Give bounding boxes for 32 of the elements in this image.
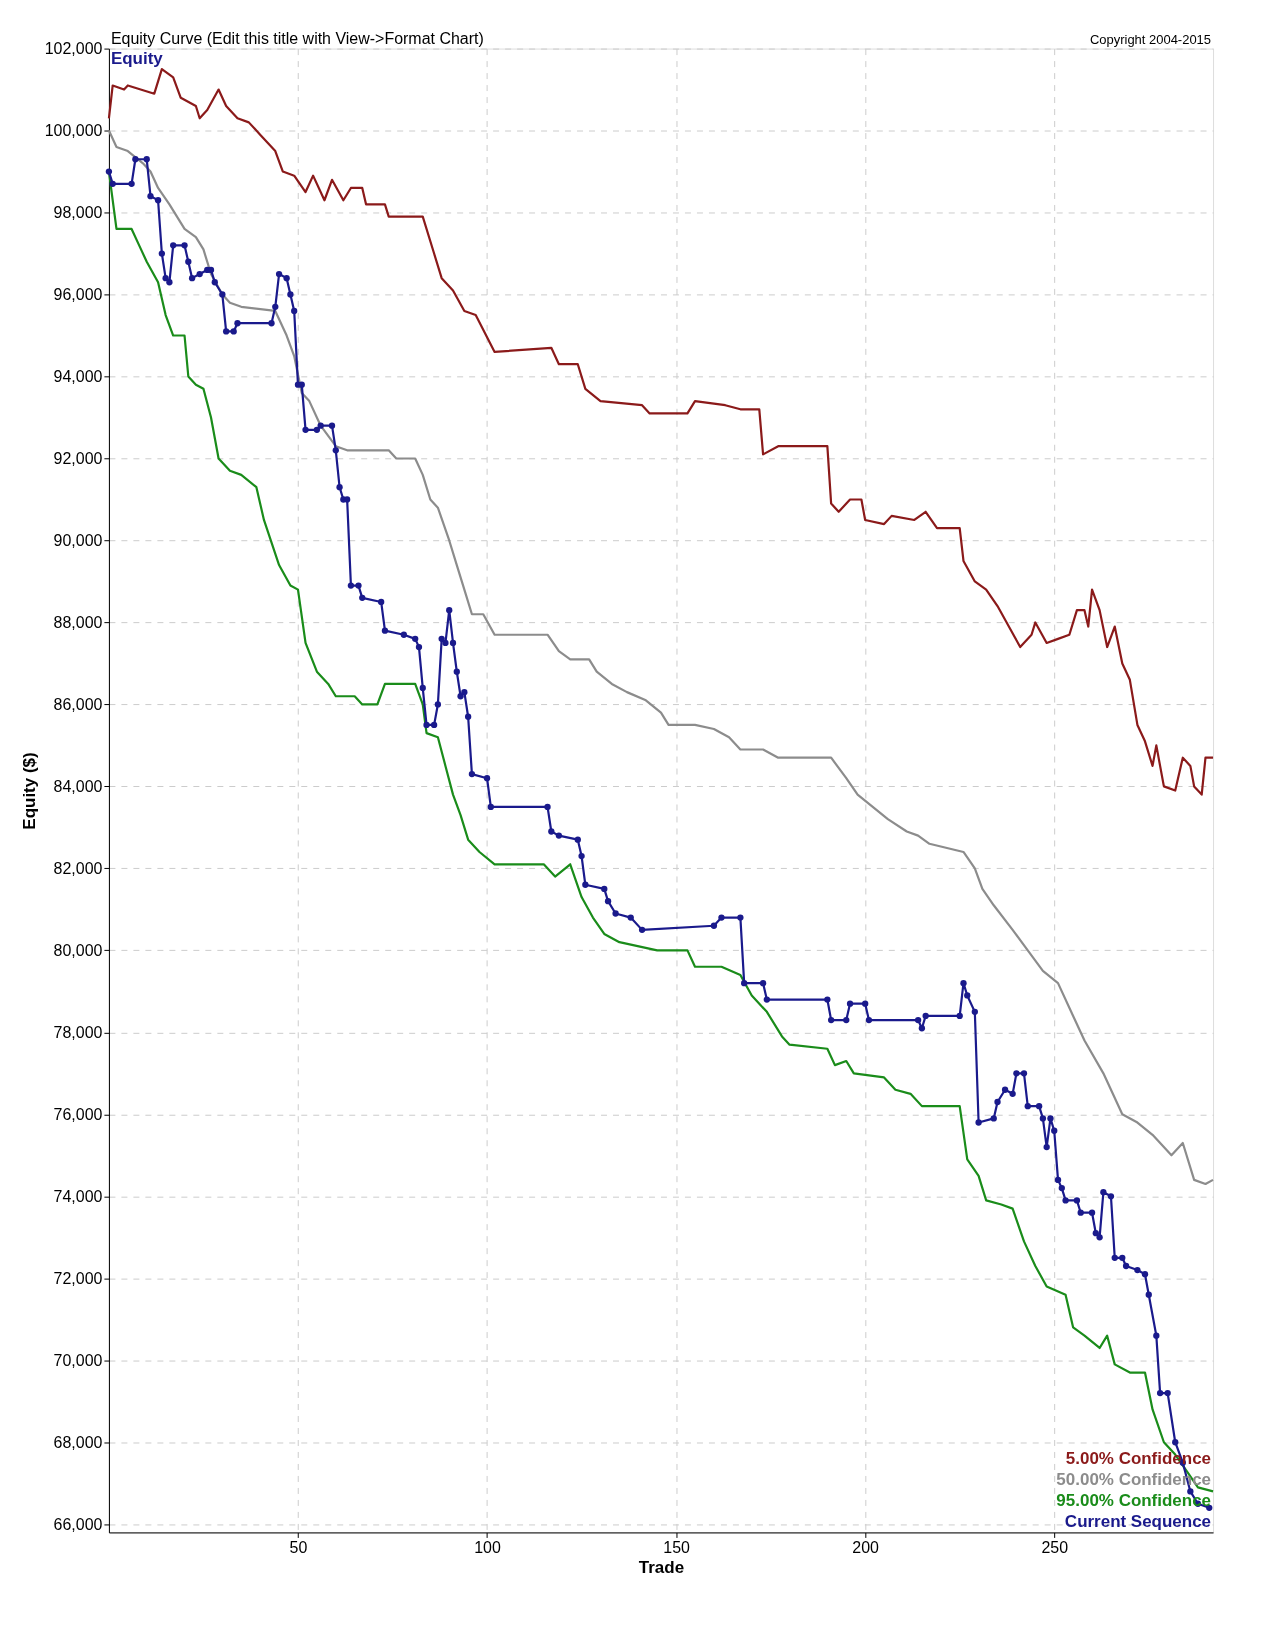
x-axis-title: Trade <box>638 1557 685 1577</box>
series-label: Current Sequence <box>1064 1512 1212 1532</box>
y-tick-label: 74,000 <box>53 1187 103 1205</box>
y-tick-label: 66,000 <box>53 1515 103 1533</box>
x-tick-label: 100 <box>474 1538 501 1556</box>
y-tick-label: 102,000 <box>44 40 103 58</box>
x-tick-label: 50 <box>289 1538 308 1556</box>
y-tick-label: 82,000 <box>53 859 103 877</box>
y-tick-label: 80,000 <box>53 941 103 959</box>
x-tick-label: 250 <box>1041 1538 1069 1556</box>
y-tick-label: 78,000 <box>53 1023 103 1041</box>
chart-subtitle: Equity <box>110 48 164 68</box>
y-tick-label: 68,000 <box>53 1433 103 1451</box>
y-tick-label: 92,000 <box>53 449 103 467</box>
y-tick-label: 100,000 <box>44 122 103 140</box>
y-tick-label: 86,000 <box>53 695 103 713</box>
x-tick-label: 200 <box>852 1538 880 1556</box>
y-tick-label: 94,000 <box>53 368 103 386</box>
y-tick-label: 76,000 <box>53 1105 103 1123</box>
y-tick-label: 72,000 <box>53 1269 103 1287</box>
y-tick-label: 84,000 <box>53 777 103 795</box>
line-series <box>107 67 1215 796</box>
y-tick-label: 88,000 <box>53 613 103 631</box>
line-series <box>107 129 1215 1186</box>
y-axis-title: Equity ($) <box>19 752 39 830</box>
y-tick-label: 98,000 <box>53 204 103 222</box>
x-tick-label: 150 <box>663 1538 691 1556</box>
y-tick-label: 70,000 <box>53 1351 103 1369</box>
y-tick-label: 96,000 <box>53 286 103 304</box>
y-tick-label: 90,000 <box>53 531 103 549</box>
text: Copyright 2004-2015 <box>1089 31 1212 47</box>
chart-title: Equity Curve (Edit this title with View->Format Chart) <box>110 29 484 47</box>
